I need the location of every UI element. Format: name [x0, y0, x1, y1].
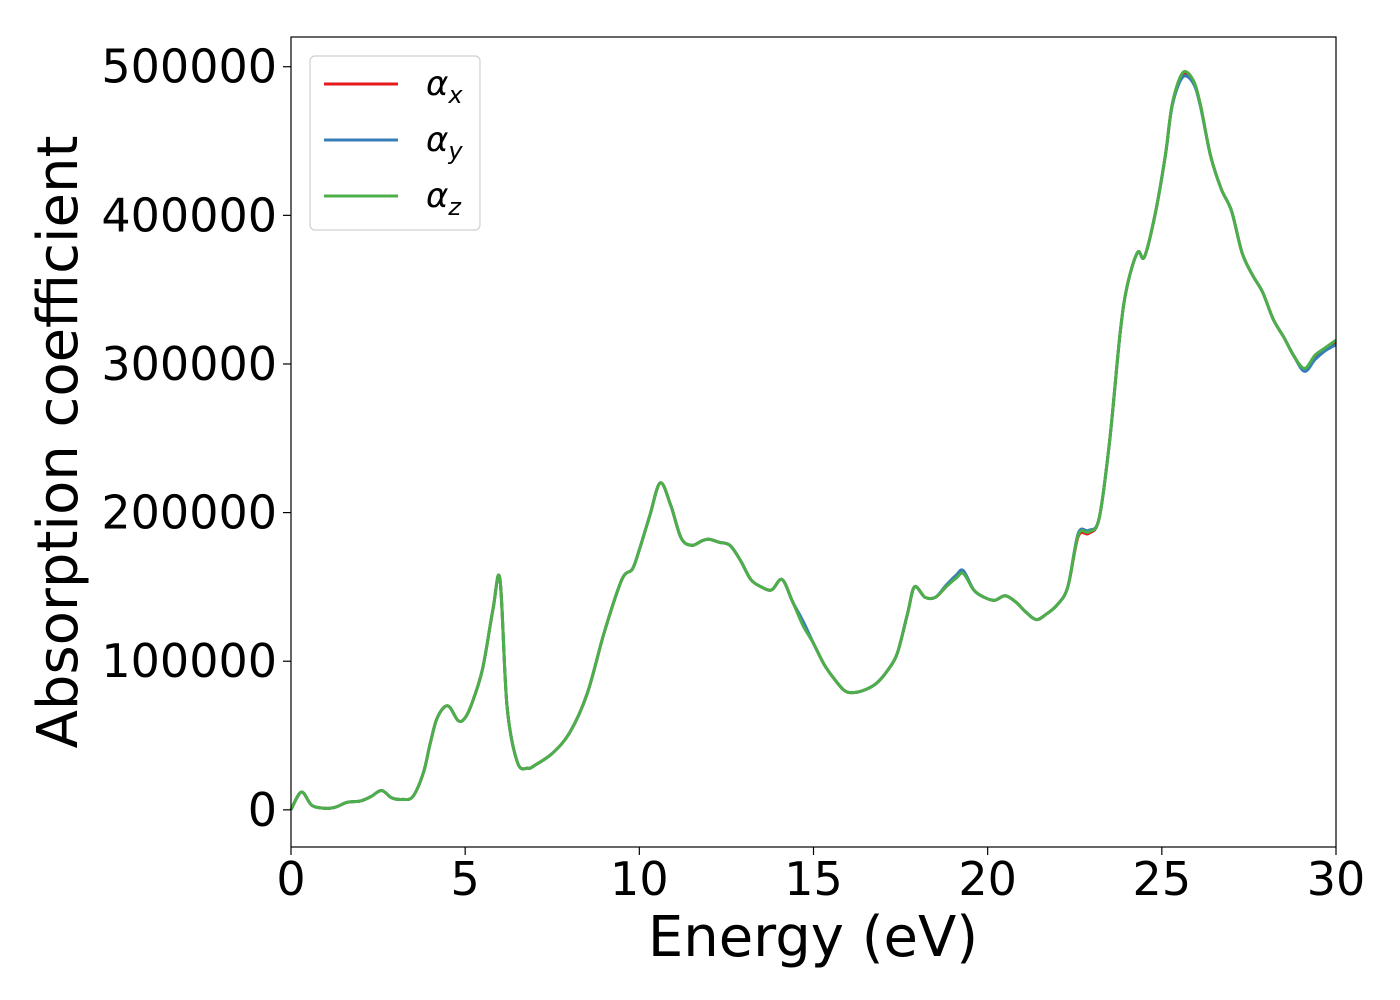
y-tick-label: 400000 — [101, 188, 277, 242]
y-axis-ticks: 0 100000 200000 300000 400000 500000 — [101, 40, 291, 837]
x-tick-label: 25 — [1133, 852, 1192, 906]
x-tick-label: 10 — [610, 852, 669, 906]
y-tick-label: 500000 — [101, 40, 277, 94]
y-axis-title: Absorption coefficient — [26, 136, 91, 749]
y-tick-label: 300000 — [101, 337, 277, 391]
x-axis-ticks: 0 5 10 15 20 25 30 — [276, 847, 1365, 906]
y-tick-label: 200000 — [101, 486, 277, 540]
y-tick-label: 100000 — [101, 634, 277, 688]
x-tick-label: 0 — [276, 852, 305, 906]
x-tick-label: 15 — [784, 852, 843, 906]
legend-box — [309, 55, 481, 231]
series-line-z — [289, 69, 1337, 811]
x-tick-label: 20 — [958, 852, 1017, 906]
x-tick-label: 30 — [1307, 852, 1366, 906]
x-tick-label: 5 — [451, 852, 480, 906]
x-axis-title: Energy (eV) — [648, 905, 978, 970]
series-layer — [289, 69, 1337, 811]
y-tick-label: 0 — [248, 783, 277, 837]
